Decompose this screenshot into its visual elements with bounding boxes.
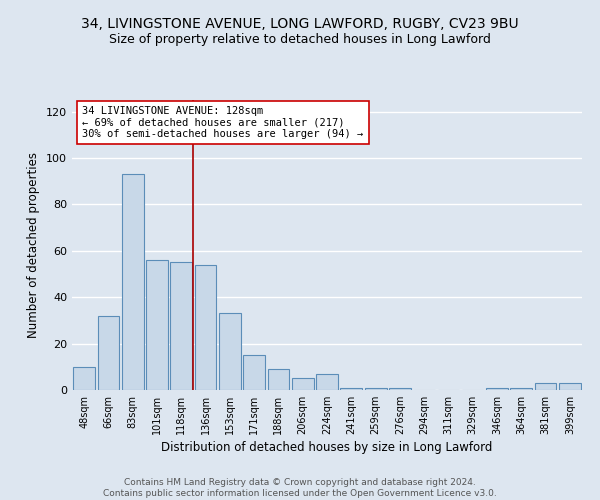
Bar [146,260,168,390]
Bar [559,383,581,390]
Text: Size of property relative to detached houses in Long Lawford: Size of property relative to detached ho… [109,32,491,46]
Bar [122,174,143,390]
Bar [365,388,386,390]
Bar [389,388,411,390]
Bar [194,264,217,390]
Bar [97,316,119,390]
Bar [170,262,192,390]
Bar [73,367,95,390]
X-axis label: Distribution of detached houses by size in Long Lawford: Distribution of detached houses by size … [161,441,493,454]
Text: Contains HM Land Registry data © Crown copyright and database right 2024.
Contai: Contains HM Land Registry data © Crown c… [103,478,497,498]
Bar [535,383,556,390]
Bar [340,388,362,390]
Bar [268,369,289,390]
Bar [486,388,508,390]
Bar [243,355,265,390]
Text: 34, LIVINGSTONE AVENUE, LONG LAWFORD, RUGBY, CV23 9BU: 34, LIVINGSTONE AVENUE, LONG LAWFORD, RU… [81,18,519,32]
Bar [511,388,532,390]
Bar [316,374,338,390]
Text: 34 LIVINGSTONE AVENUE: 128sqm
← 69% of detached houses are smaller (217)
30% of : 34 LIVINGSTONE AVENUE: 128sqm ← 69% of d… [82,106,364,139]
Bar [219,314,241,390]
Bar [292,378,314,390]
Y-axis label: Number of detached properties: Number of detached properties [28,152,40,338]
